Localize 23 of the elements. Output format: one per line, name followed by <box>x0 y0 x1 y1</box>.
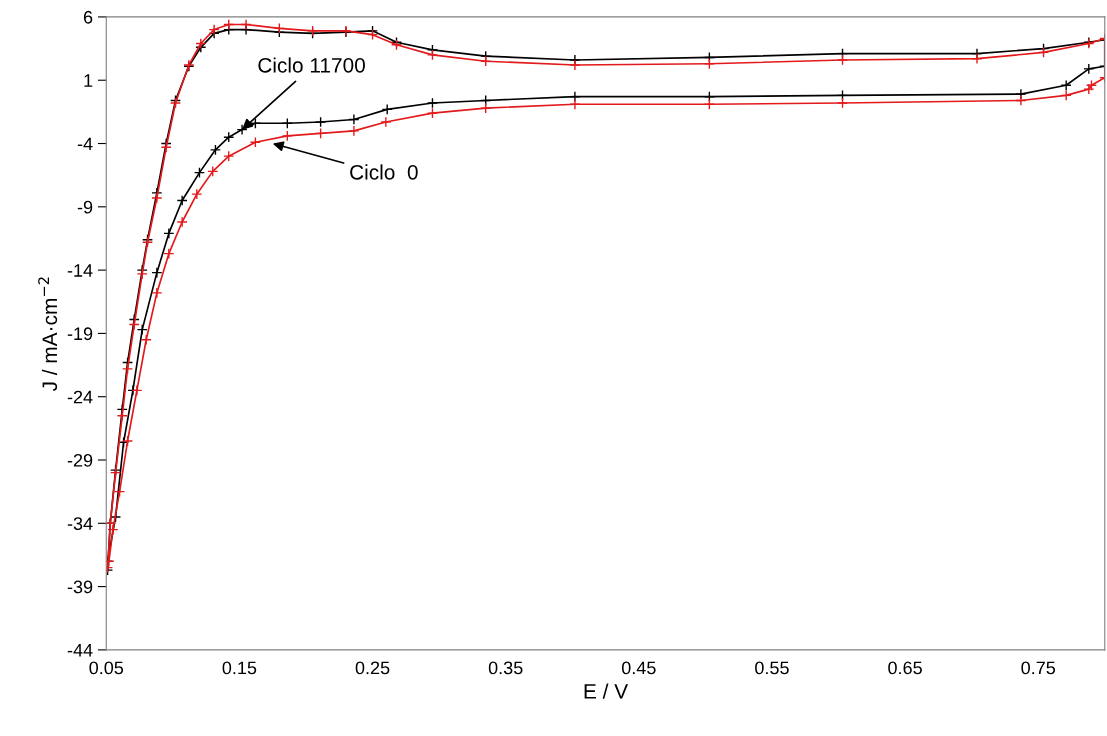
x-tick-label: 0.75 <box>1021 661 1056 675</box>
y-tick-label: -34 <box>67 517 93 531</box>
x-tick-label: 0.25 <box>355 661 390 675</box>
y-tick-label: -19 <box>67 327 93 341</box>
y-axis-title: J / mA·cm$^{−2}$ <box>38 277 58 392</box>
y-tick-label: -4 <box>77 137 93 151</box>
y-tick-label: -44 <box>67 644 93 657</box>
y-tick-label: -14 <box>67 264 93 277</box>
x-tick-label: 0.45 <box>621 661 656 675</box>
y-tick-label: -39 <box>67 580 93 594</box>
y-tick-label: -24 <box>67 390 93 404</box>
y-tick-label: -9 <box>77 200 93 214</box>
x-tick-label: 0.15 <box>222 661 257 675</box>
x-tick-label: 0.65 <box>888 661 922 675</box>
x-tick-label: 0.35 <box>488 661 523 675</box>
y-tick-label: 1 <box>84 74 93 87</box>
x-tick-label: 0.05 <box>89 661 124 675</box>
y-tick-label: -29 <box>67 453 93 467</box>
x-tick-label: 0.55 <box>755 661 789 675</box>
y-tick-label: 6 <box>83 10 93 24</box>
annotation: Ciclo 0 <box>350 164 418 180</box>
x-axis-title: E / V <box>584 683 629 699</box>
annotation: Ciclo 11700 <box>258 57 365 73</box>
